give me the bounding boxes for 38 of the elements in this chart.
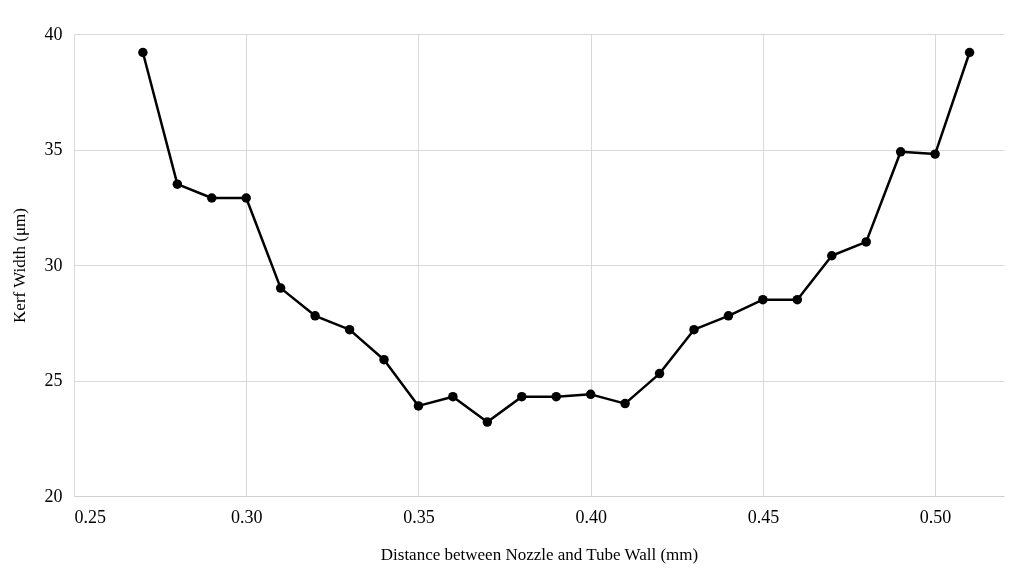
point (448, 391, 458, 402)
y-tick-label: 40 (44, 23, 63, 44)
point (654, 368, 665, 379)
point (861, 237, 871, 247)
point (758, 294, 768, 305)
point (585, 389, 596, 400)
point (241, 193, 251, 203)
point (895, 147, 906, 157)
x-tick-label: 0.40 (575, 506, 607, 527)
y-axis-title: Kerf Width (μm) (9, 208, 29, 323)
point (379, 354, 389, 365)
point (723, 311, 734, 321)
point (413, 401, 424, 411)
point (930, 149, 940, 159)
point (964, 47, 975, 58)
x-tick-label: 0.50 (919, 506, 952, 527)
point (620, 398, 630, 409)
point (275, 283, 286, 293)
x-tick-label: 0.30 (230, 506, 263, 527)
y-tick-label: 20 (44, 485, 63, 506)
point (310, 311, 320, 321)
y-tick-label: 30 (44, 254, 63, 275)
point (344, 324, 355, 335)
x-axis-title: Distance between Nozzle and Tube Wall (mm) (380, 544, 699, 564)
point (827, 251, 837, 261)
point (792, 294, 803, 305)
y-tick-label: 25 (44, 370, 63, 390)
point (517, 391, 527, 402)
x-tick-label: 0.45 (747, 506, 780, 527)
point (138, 47, 148, 58)
y-tick-label: 35 (44, 139, 63, 159)
x-tick-label: 0.35 (403, 506, 435, 527)
point (482, 417, 493, 427)
x-tick-label: 0.25 (74, 506, 106, 527)
point (207, 193, 217, 203)
point (172, 179, 183, 189)
point (551, 391, 561, 402)
point (689, 324, 699, 335)
